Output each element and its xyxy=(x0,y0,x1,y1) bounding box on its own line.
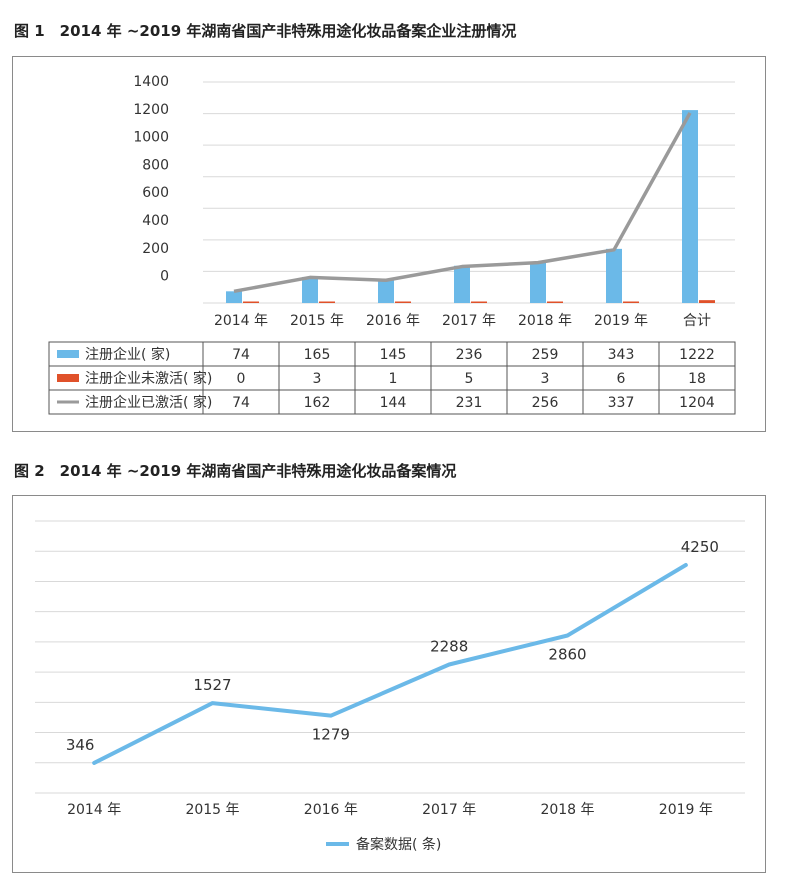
y-tick-label: 200 xyxy=(142,241,169,257)
table-value: 165 xyxy=(304,347,331,363)
y-tick-label: 1000 xyxy=(133,130,169,146)
y-tick-label: 800 xyxy=(142,157,169,173)
legend-label: 备案数据( 条) xyxy=(356,836,441,853)
figure1-chart: 1400 1200 1000 800 600 400 200 0 2014 年 2015 年 201… xyxy=(48,74,736,415)
bar-registered xyxy=(530,262,546,303)
data-label: 1527 xyxy=(193,676,231,694)
data-label: 2288 xyxy=(430,637,468,655)
bar-inactive xyxy=(547,301,563,303)
bar-inactive xyxy=(471,301,487,303)
figure2-chart: 346 1527 1279 2288 2860 4250 2014 年 2015 年 2016 … xyxy=(35,520,745,853)
table-value: 6 xyxy=(617,371,626,387)
bar-registered xyxy=(302,276,318,303)
x-category-label: 合计 xyxy=(683,313,711,329)
x-category-label: 2017 年 xyxy=(422,802,476,818)
table-value: 1204 xyxy=(679,395,715,411)
table-cell xyxy=(658,389,736,415)
x-category-label: 2015 年 xyxy=(290,313,344,329)
table-value: 162 xyxy=(304,395,331,411)
legend-key xyxy=(57,350,79,358)
table-value: 1222 xyxy=(679,347,715,363)
y-tick-label: 1400 xyxy=(133,74,169,90)
bar-inactive xyxy=(395,301,411,303)
table-value: 0 xyxy=(237,371,246,387)
bar-inactive xyxy=(699,300,715,303)
table-value: 144 xyxy=(380,395,407,411)
data-label: 2860 xyxy=(548,645,586,663)
x-category-label: 2018 年 xyxy=(540,802,594,818)
line-active xyxy=(233,112,692,294)
table-value: 74 xyxy=(232,395,250,411)
table-value: 18 xyxy=(688,371,706,387)
y-tick-label: 0 xyxy=(160,269,169,285)
data-label: 346 xyxy=(66,736,95,754)
table-value: 74 xyxy=(232,347,250,363)
figure2-chart-panel: 346 1527 1279 2288 2860 4250 2014 年 2015 年 2016 … xyxy=(12,495,766,873)
data-label: 1279 xyxy=(312,726,350,744)
table-value: 3 xyxy=(313,371,322,387)
bar-registered xyxy=(454,265,470,303)
x-category-label: 2015 年 xyxy=(185,802,239,818)
bar-registered xyxy=(226,291,242,303)
x-category-label: 2019 年 xyxy=(594,313,648,329)
table-value: 259 xyxy=(532,347,559,363)
y-tick-label: 400 xyxy=(142,213,169,229)
legend-label: 注册企业已激活( 家) xyxy=(85,394,212,411)
figure1-title: 图 1 2014 年 ~2019 年湖南省国产非特殊用途化妆品备案企业注册情况 xyxy=(14,22,517,40)
bar-inactive xyxy=(623,301,639,303)
bar-inactive xyxy=(243,301,259,303)
legend-label: 注册企业未激活( 家) xyxy=(85,370,212,387)
legend-label: 注册企业( 家) xyxy=(85,346,170,363)
y-tick-label: 600 xyxy=(142,185,169,201)
line-filing xyxy=(92,563,688,765)
bar-inactive xyxy=(319,301,335,303)
legend-key xyxy=(57,374,79,382)
bar-registered xyxy=(682,110,698,303)
table-value: 236 xyxy=(456,347,483,363)
x-category-label: 2017 年 xyxy=(442,313,496,329)
bar-registered xyxy=(606,248,622,303)
table-value: 256 xyxy=(532,395,559,411)
data-label: 4250 xyxy=(681,538,719,556)
table-value: 5 xyxy=(465,371,474,387)
table-value: 1 xyxy=(389,371,398,387)
x-category-label: 2014 年 xyxy=(214,313,268,329)
table-value: 3 xyxy=(541,371,550,387)
x-category-label: 2016 年 xyxy=(366,313,420,329)
x-category-label: 2014 年 xyxy=(67,802,121,818)
table-value: 343 xyxy=(608,347,635,363)
y-tick-label: 1200 xyxy=(133,102,169,118)
figure2-title: 图 2 2014 年 ~2019 年湖南省国产非特殊用途化妆品备案情况 xyxy=(14,462,457,480)
bar-registered xyxy=(378,280,394,303)
x-category-label: 2019 年 xyxy=(659,802,713,818)
x-category-label: 2016 年 xyxy=(304,802,358,818)
x-category-label: 2018 年 xyxy=(518,313,572,329)
figure1-chart-panel: 1400 1200 1000 800 600 400 200 0 2014 年 2015 年 201… xyxy=(12,56,766,432)
table-value: 145 xyxy=(380,347,407,363)
table-value: 337 xyxy=(608,395,635,411)
table-value: 231 xyxy=(456,395,483,411)
